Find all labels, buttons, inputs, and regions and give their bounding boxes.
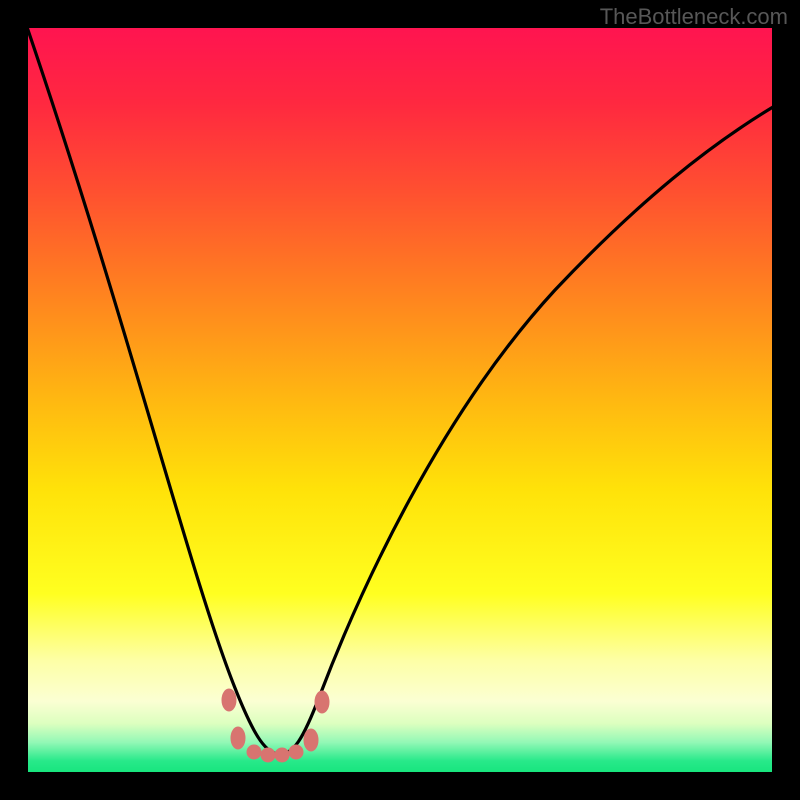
curve-marker: [247, 745, 261, 759]
curve-marker: [289, 745, 303, 759]
curve-marker: [315, 691, 329, 713]
curve-marker: [222, 689, 236, 711]
curve-marker: [275, 748, 289, 762]
curve-marker: [231, 727, 245, 749]
bottleneck-curve-chart: [0, 0, 800, 800]
curve-marker: [261, 748, 275, 762]
chart-frame: TheBottleneck.com: [0, 0, 800, 800]
curve-marker: [304, 729, 318, 751]
plot-background: [28, 28, 772, 772]
